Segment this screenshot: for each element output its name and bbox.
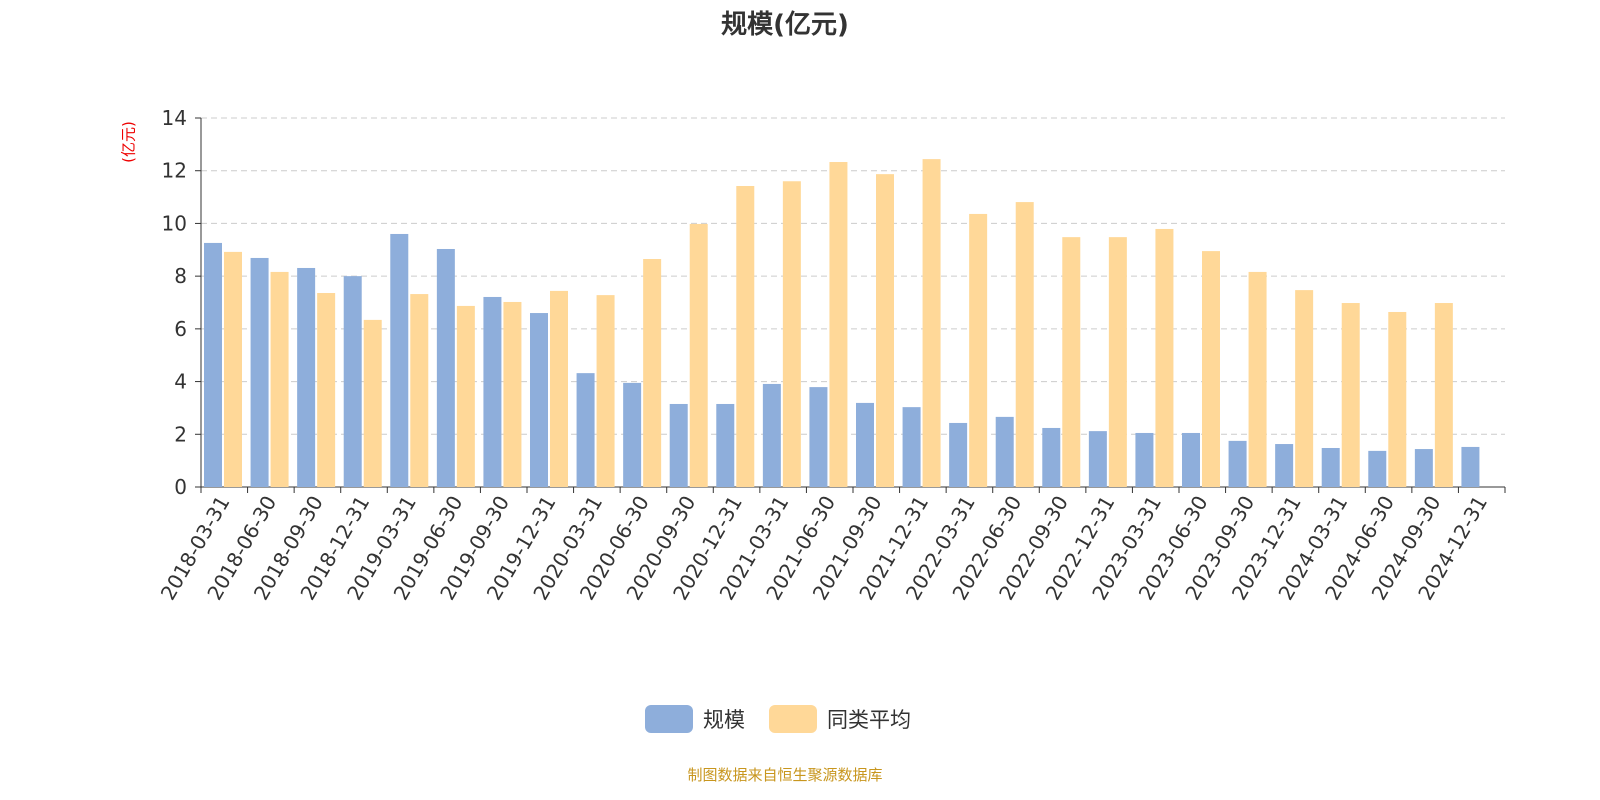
- y-tick-label: 6: [174, 317, 187, 341]
- bar-scale: [1321, 447, 1340, 487]
- legend-swatch: [769, 705, 817, 733]
- bar-scale: [1275, 444, 1294, 487]
- bar-peer-average: [1434, 303, 1453, 487]
- y-tick-label: 12: [162, 159, 187, 183]
- y-tick-label: 14: [162, 106, 187, 130]
- bar-scale: [530, 313, 548, 487]
- y-tick-label: 2: [174, 422, 187, 446]
- bar-peer-average: [270, 271, 289, 487]
- legend-label: 规模: [703, 708, 745, 732]
- legend-label: 同类平均: [827, 708, 911, 732]
- bar-scale: [1088, 431, 1107, 487]
- bar-scale: [1461, 446, 1480, 487]
- bar-scale: [297, 267, 316, 487]
- bar-peer-average: [829, 162, 848, 488]
- bar-peer-average: [969, 213, 988, 487]
- bar-peer-average: [876, 174, 894, 487]
- bar-scale: [343, 276, 362, 487]
- source-footer: 制图数据来自恒生聚源数据库: [687, 766, 883, 784]
- bar-peer-average: [1108, 237, 1127, 487]
- bar-scale: [1042, 427, 1061, 487]
- bar-peer-average: [1388, 311, 1407, 487]
- y-tick-label: 8: [174, 264, 187, 288]
- chart-title: 规模(亿元): [721, 10, 849, 40]
- bar-peer-average: [550, 290, 568, 487]
- bar-scale: [716, 403, 735, 487]
- bar-peer-average: [782, 181, 801, 487]
- bar-scale: [390, 233, 409, 487]
- bar-peer-average: [1015, 202, 1034, 487]
- bar-peer-average: [410, 294, 429, 487]
- bar-scale: [902, 407, 921, 487]
- bar-scale: [1368, 450, 1387, 487]
- bar-peer-average: [317, 293, 336, 487]
- bar-peer-average: [596, 295, 615, 487]
- legend-item-peer-average[interactable]: 同类平均: [769, 704, 911, 734]
- bar-scale: [856, 402, 874, 487]
- bar-peer-average: [1341, 303, 1360, 487]
- bar-scale: [204, 242, 222, 487]
- bar-scale: [1135, 432, 1154, 487]
- legend: 规模 同类平均: [645, 704, 935, 734]
- bar-scale: [809, 387, 828, 487]
- bar-scale: [762, 383, 781, 487]
- bar-scale: [483, 296, 502, 487]
- bar-peer-average: [363, 319, 382, 487]
- bar-scale: [1414, 449, 1433, 487]
- bar-peer-average: [1202, 251, 1220, 487]
- legend-swatch: [645, 705, 693, 733]
- bar-peer-average: [456, 305, 475, 487]
- bar-scale: [576, 373, 595, 487]
- bar-scale: [1228, 440, 1247, 487]
- bar-peer-average: [224, 251, 242, 487]
- bar-peer-average: [922, 159, 941, 488]
- y-tick-label: 0: [174, 475, 187, 499]
- bar-peer-average: [1295, 290, 1314, 487]
- bar-peer-average: [643, 259, 662, 487]
- bar-scale: [436, 248, 455, 487]
- bar-peer-average: [1248, 271, 1267, 487]
- bar-scale: [250, 257, 269, 487]
- bar-scale: [669, 403, 688, 487]
- y-tick-label: 4: [174, 370, 187, 394]
- bar-peer-average: [689, 223, 708, 487]
- bar-scale: [1182, 432, 1200, 487]
- y-tick-label: 10: [162, 211, 187, 235]
- bar-peer-average: [503, 301, 522, 487]
- bar-peer-average: [736, 186, 755, 487]
- bar-scale: [623, 382, 642, 487]
- legend-item-scale[interactable]: 规模: [645, 704, 745, 734]
- bar-peer-average: [1155, 228, 1174, 488]
- bar-scale: [949, 422, 968, 487]
- bar-peer-average: [1062, 237, 1081, 487]
- bar-scale: [995, 416, 1014, 487]
